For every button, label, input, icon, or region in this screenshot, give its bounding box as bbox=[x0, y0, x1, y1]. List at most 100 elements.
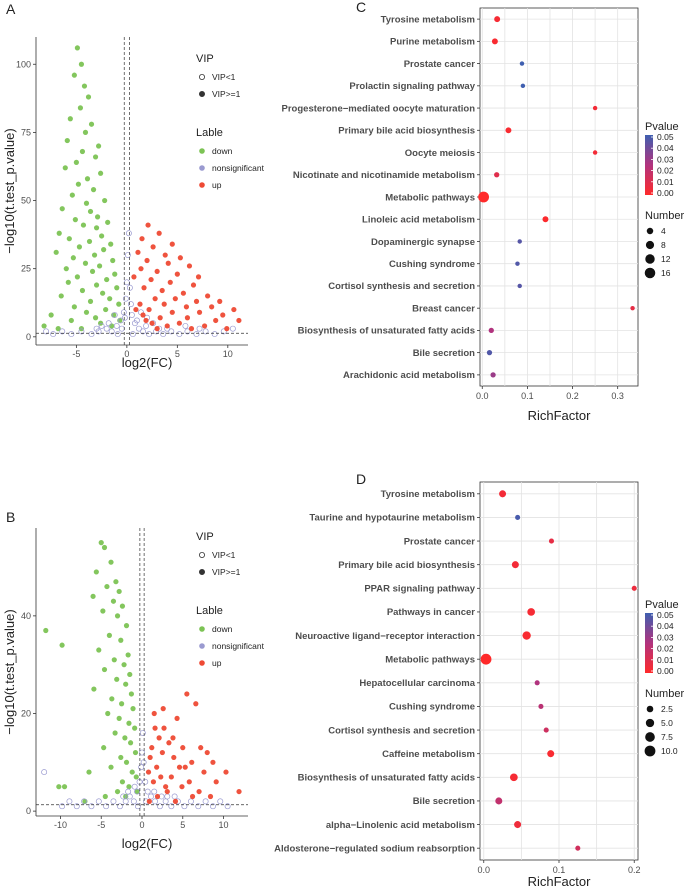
colorbar-tick-label: 0.05 bbox=[657, 132, 674, 142]
x-tick-label: 10 bbox=[219, 820, 229, 830]
data-point-down bbox=[56, 230, 62, 236]
x-tick-label: 0.2 bbox=[566, 391, 579, 401]
data-point-nonsignificant bbox=[95, 798, 102, 805]
data-point-nonsignificant bbox=[211, 331, 218, 338]
data-point-nonsignificant bbox=[117, 317, 124, 324]
colorbar-tick-label: 0.03 bbox=[657, 154, 674, 164]
x-tick-label: -5 bbox=[97, 820, 105, 830]
y-tick-label: 25 bbox=[21, 264, 31, 274]
data-point-up bbox=[189, 759, 195, 765]
legend-number-key bbox=[645, 718, 655, 728]
data-point-up bbox=[196, 309, 203, 315]
legend-number-label: 16 bbox=[661, 268, 671, 278]
data-point-up bbox=[190, 282, 197, 288]
data-point-down bbox=[111, 657, 117, 663]
data-point-down bbox=[93, 569, 99, 575]
bubble-point bbox=[522, 631, 531, 640]
data-point-up bbox=[201, 769, 207, 775]
data-point-up bbox=[223, 769, 229, 775]
legend-group-key bbox=[199, 643, 205, 649]
pathway-label: Oocyte meiosis bbox=[405, 148, 475, 159]
data-point-down bbox=[99, 233, 105, 239]
data-point-up bbox=[145, 769, 152, 775]
panel-letter: A bbox=[6, 1, 16, 17]
data-point-up bbox=[169, 309, 175, 315]
data-point-down bbox=[102, 197, 108, 204]
data-point-down bbox=[77, 105, 84, 111]
data-point-up bbox=[174, 715, 180, 721]
data-point-down bbox=[91, 686, 97, 692]
data-point-up bbox=[150, 244, 156, 250]
data-point-nonsignificant bbox=[68, 331, 75, 338]
data-point-nonsignificant bbox=[103, 325, 110, 332]
panel-letter: B bbox=[6, 509, 15, 525]
pathway-label: Nicotinate and nicotinamide metabolism bbox=[293, 170, 475, 181]
data-point-nonsignificant bbox=[148, 793, 154, 800]
panel-letter: D bbox=[356, 471, 366, 487]
data-point-down bbox=[78, 61, 85, 67]
bubble-point bbox=[519, 61, 525, 66]
legend-group-label: up bbox=[212, 658, 222, 668]
panel-letter: C bbox=[356, 0, 366, 15]
bubble-point bbox=[548, 538, 555, 544]
bubble-point bbox=[515, 261, 520, 266]
data-point-up bbox=[162, 252, 168, 258]
data-point-nonsignificant bbox=[88, 803, 95, 810]
pathway-label: Prostate cancer bbox=[404, 59, 476, 70]
data-point-up bbox=[231, 306, 237, 313]
data-point-up bbox=[169, 241, 175, 247]
data-point-nonsignificant bbox=[217, 798, 224, 805]
data-point-up bbox=[217, 298, 223, 304]
data-point-up bbox=[141, 285, 147, 291]
data-point-up bbox=[170, 735, 176, 741]
data-point-down bbox=[62, 165, 68, 171]
data-point-down bbox=[126, 720, 132, 726]
data-point-up bbox=[138, 266, 144, 272]
data-point-down bbox=[56, 784, 62, 790]
pathway-label: Dopaminergic synapse bbox=[371, 237, 475, 248]
data-point-down bbox=[123, 623, 130, 629]
data-point-nonsignificant bbox=[134, 788, 141, 795]
legend-group-key bbox=[199, 165, 205, 171]
data-point-up bbox=[186, 263, 193, 269]
colorbar-tick-label: 0.00 bbox=[657, 188, 674, 198]
data-point-nonsignificant bbox=[105, 320, 112, 327]
plot-area bbox=[36, 528, 248, 816]
data-point-nonsignificant bbox=[152, 798, 158, 805]
data-point-nonsignificant bbox=[126, 284, 133, 291]
data-point-nonsignificant bbox=[50, 331, 57, 338]
data-point-down bbox=[72, 217, 78, 223]
bubble-point bbox=[490, 372, 496, 378]
pathway-label: Metabolic pathways bbox=[385, 192, 475, 203]
data-point-up bbox=[163, 784, 169, 790]
bubble-point bbox=[488, 327, 494, 334]
data-point-up bbox=[148, 276, 154, 283]
data-point-down bbox=[113, 579, 119, 585]
legend-vip-key bbox=[198, 91, 205, 98]
data-point-down bbox=[82, 260, 89, 266]
data-point-down bbox=[81, 83, 88, 89]
data-point-down bbox=[93, 282, 100, 288]
data-point-down bbox=[116, 715, 122, 721]
x-tick-label: 0 bbox=[139, 820, 144, 830]
data-point-down bbox=[63, 266, 69, 272]
data-point-down bbox=[83, 200, 90, 206]
data-point-nonsignificant bbox=[81, 798, 88, 805]
data-point-down bbox=[58, 293, 64, 299]
data-point-down bbox=[85, 94, 92, 100]
data-point-nonsignificant bbox=[136, 325, 142, 332]
data-point-up bbox=[188, 326, 195, 332]
data-point-nonsignificant bbox=[120, 309, 127, 316]
data-point-down bbox=[82, 129, 89, 135]
data-point-up bbox=[159, 749, 165, 756]
data-point-nonsignificant bbox=[209, 803, 216, 810]
data-point-up bbox=[144, 257, 150, 264]
data-point-down bbox=[114, 676, 120, 682]
data-point-down bbox=[48, 312, 54, 318]
data-point-nonsignificant bbox=[187, 798, 194, 805]
data-point-down bbox=[100, 608, 106, 614]
data-point-up bbox=[182, 764, 188, 770]
pathway-label: Primary bile acid biosynthesis bbox=[338, 560, 475, 571]
data-point-up bbox=[184, 315, 191, 321]
data-point-nonsignificant bbox=[142, 778, 149, 785]
